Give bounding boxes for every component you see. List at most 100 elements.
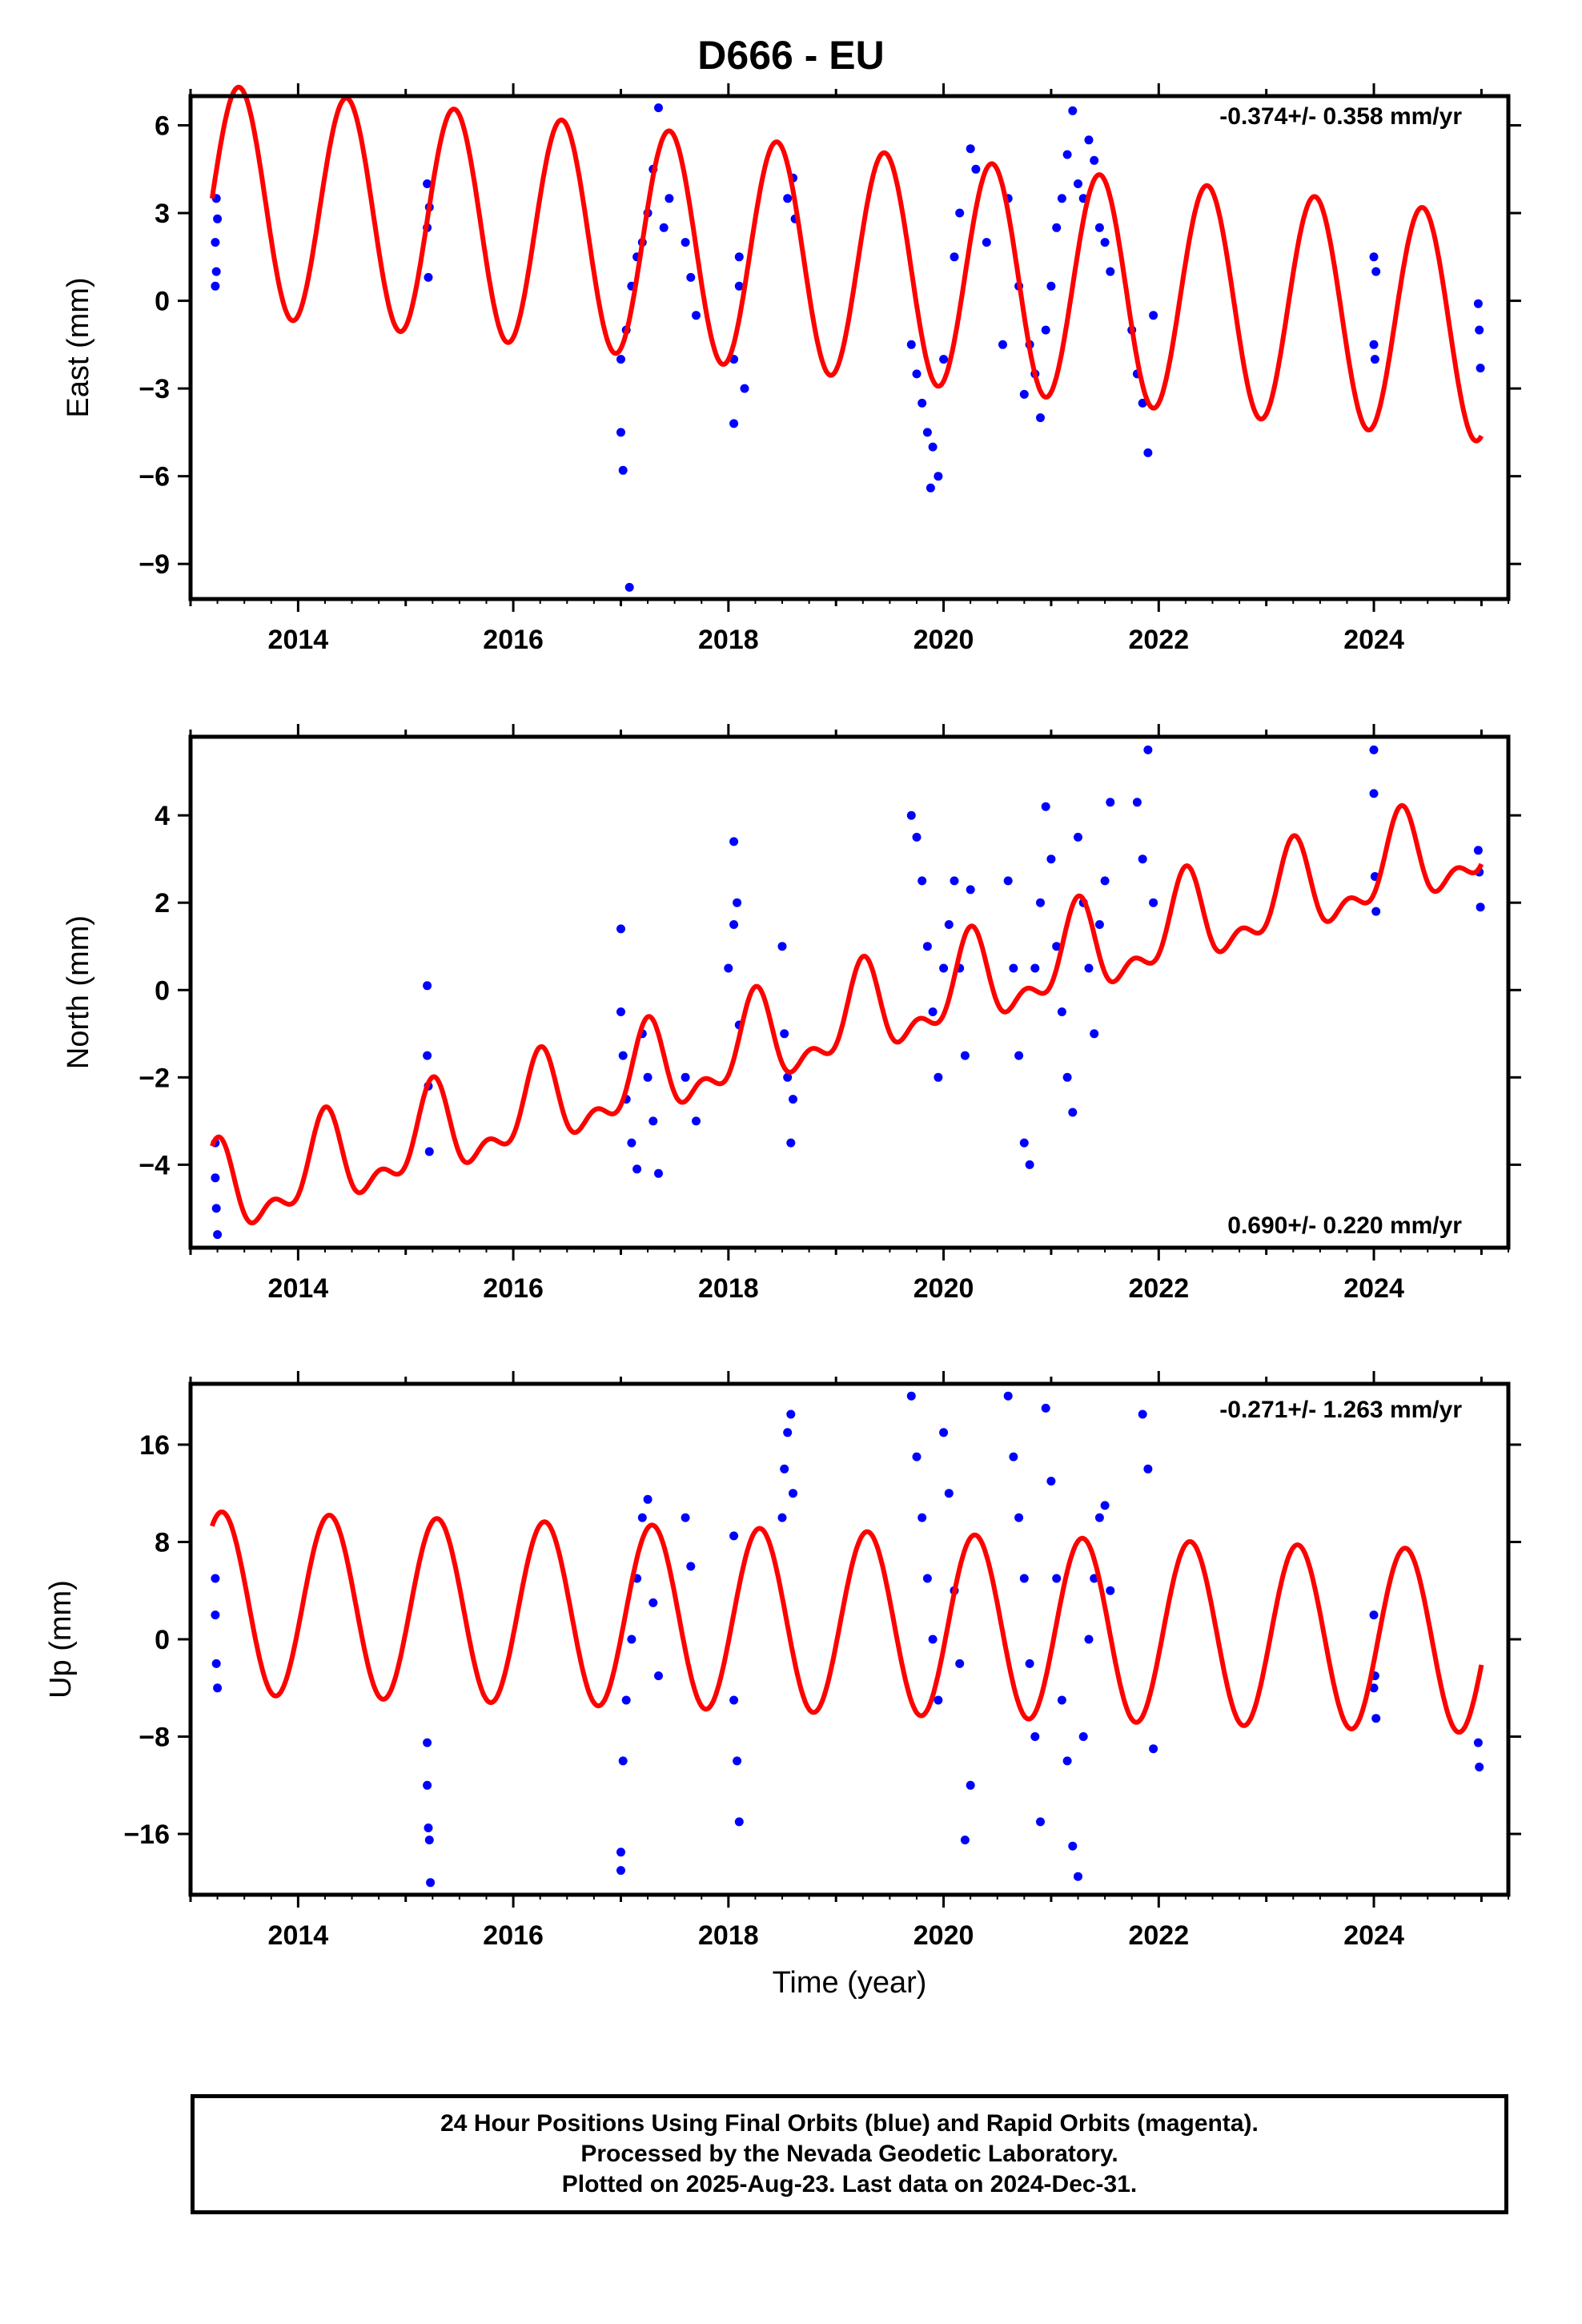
data-point — [1149, 1744, 1158, 1754]
data-point — [1149, 311, 1158, 320]
data-point — [616, 924, 625, 934]
data-point — [423, 981, 432, 991]
data-point — [777, 942, 787, 951]
data-point — [1078, 1732, 1088, 1741]
data-point — [912, 1452, 921, 1462]
data-point — [1014, 1051, 1024, 1060]
data-point — [424, 1835, 434, 1845]
x-tick-label: 2020 — [913, 1273, 974, 1304]
panel-frame — [188, 94, 1511, 601]
data-point — [1084, 963, 1094, 973]
data-point — [1046, 1477, 1056, 1486]
data-point — [729, 1531, 739, 1541]
velocity-label: -0.374+/- 0.358 mm/yr — [1219, 103, 1462, 130]
data-point — [648, 1116, 658, 1126]
data-point — [1138, 398, 1147, 408]
data-point — [665, 194, 674, 203]
data-point — [939, 1428, 949, 1437]
data-point — [1003, 1391, 1013, 1401]
chart-title: D666 - EU — [697, 33, 885, 78]
footer-line-plotted: Plotted on 2025-Aug-23. Last data on 202… — [561, 2171, 1138, 2197]
x-tick-label: 2014 — [268, 1273, 329, 1304]
y-tick-label: −8 — [139, 1723, 170, 1753]
data-point — [1003, 876, 1013, 886]
panel-frame — [188, 1381, 1511, 1897]
data-point — [966, 144, 975, 154]
data-point — [934, 1695, 943, 1705]
data-point — [1068, 106, 1078, 115]
y-tick-label: −4 — [139, 1150, 170, 1180]
x-tick-label: 2024 — [1343, 1920, 1404, 1951]
data-point — [681, 1513, 690, 1522]
y-tick-label: 2 — [155, 888, 170, 919]
data-point — [1052, 223, 1062, 232]
data-point — [1369, 789, 1379, 798]
model-curve — [210, 802, 1484, 1226]
data-point — [1138, 854, 1147, 864]
data-point — [1062, 150, 1072, 159]
data-point — [783, 1428, 793, 1437]
x-tick-label: 2024 — [1343, 1273, 1404, 1304]
data-point — [729, 920, 739, 929]
x-tick-label: 2018 — [698, 1273, 759, 1304]
data-point — [616, 1007, 625, 1016]
data-point — [934, 1072, 943, 1082]
data-point — [627, 1138, 636, 1148]
data-point — [1052, 1574, 1062, 1583]
x-tick-label: 2016 — [483, 625, 544, 655]
data-point — [1030, 1732, 1040, 1741]
data-point — [654, 1671, 663, 1681]
data-point — [618, 1051, 628, 1060]
data-point — [928, 1634, 938, 1644]
data-point — [733, 898, 742, 907]
x-tick-label: 2020 — [913, 625, 974, 655]
data-point — [1084, 1634, 1094, 1644]
data-point — [1019, 1138, 1029, 1148]
data-point — [912, 369, 921, 379]
data-point — [686, 272, 696, 282]
data-point — [1036, 898, 1045, 907]
data-point — [1473, 299, 1483, 308]
data-point — [1094, 1513, 1104, 1522]
y-tick-label: 8 — [155, 1527, 170, 1558]
y-tick-label: 0 — [155, 1625, 170, 1655]
data-point — [1094, 223, 1104, 232]
data-point — [1062, 1756, 1072, 1766]
data-point — [1369, 1610, 1379, 1620]
data-point — [643, 1494, 652, 1504]
data-point — [1019, 1574, 1029, 1583]
x-tick-label: 2024 — [1343, 625, 1404, 655]
data-point — [934, 472, 943, 481]
data-point — [1014, 1513, 1024, 1522]
x-tick-label: 2022 — [1128, 1920, 1189, 1951]
data-point — [423, 1051, 432, 1060]
x-tick-label: 2018 — [698, 625, 759, 655]
data-point — [621, 1695, 631, 1705]
data-point — [944, 920, 954, 929]
y-tick-label: −2 — [139, 1063, 170, 1093]
data-point — [1084, 135, 1094, 145]
data-point — [1074, 179, 1082, 188]
data-point — [211, 1610, 220, 1620]
data-point — [922, 942, 932, 951]
data-point — [632, 1164, 642, 1174]
data-point — [1068, 1108, 1078, 1117]
data-point — [692, 1116, 701, 1126]
data-point — [1473, 1738, 1483, 1747]
data-point — [624, 582, 634, 592]
data-point — [627, 1634, 636, 1644]
y-tick-label: 3 — [155, 199, 170, 229]
data-point — [734, 1817, 744, 1827]
data-point — [1100, 1501, 1110, 1510]
data-point — [616, 355, 625, 364]
data-point — [616, 428, 625, 437]
data-point — [1057, 1007, 1066, 1016]
x-tick-label: 2014 — [268, 625, 329, 655]
x-tick-label: 2022 — [1128, 1273, 1189, 1304]
data-point — [618, 1756, 628, 1766]
data-point — [966, 885, 975, 895]
y-tick-label: −3 — [139, 374, 170, 404]
data-point — [1369, 340, 1379, 349]
x-tick-label: 2020 — [913, 1920, 974, 1951]
data-point — [1476, 364, 1485, 373]
